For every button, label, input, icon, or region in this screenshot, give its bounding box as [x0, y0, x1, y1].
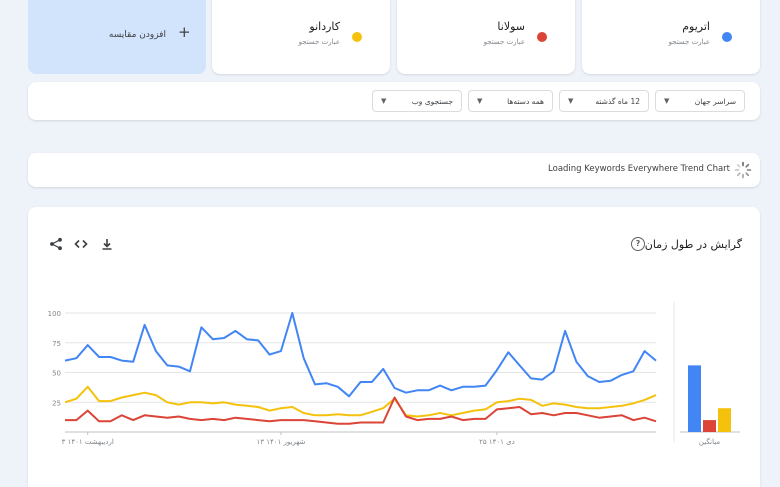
series-color-dot	[722, 32, 732, 42]
term-type: عبارت جستجو	[298, 38, 340, 46]
term-type: عبارت جستجو	[483, 38, 525, 46]
series-line	[64, 385, 657, 418]
caret-down-icon: ▼	[381, 97, 387, 105]
series-line	[65, 396, 657, 425]
average-bar	[718, 408, 731, 432]
category-value: همه دسته‌ها	[507, 96, 544, 106]
y-tick-label: 25	[52, 399, 61, 407]
region-value: سراسر جهان	[694, 96, 736, 106]
plus-icon: +	[178, 23, 191, 41]
term-type: عبارت جستجو	[668, 38, 710, 46]
term-card-cardano[interactable]: کاردانو عبارت جستجو	[212, 0, 390, 74]
spinner-icon	[734, 161, 752, 179]
y-tick-label: 75	[52, 340, 61, 348]
x-tick-label: ۲۵ دی ۱۴۰۱	[479, 438, 515, 446]
average-label: میانگین	[699, 437, 721, 446]
time-range-dropdown[interactable]: 12 ماه گذشته ▼	[559, 90, 649, 112]
download-icon[interactable]	[100, 237, 114, 251]
chart-title: گرایش در طول زمان	[644, 238, 742, 251]
caret-down-icon: ▼	[568, 97, 574, 105]
interest-over-time-card: گرایش در طول زمان ? 25 50 75 100 ۳ اردیبهشت …	[28, 207, 760, 487]
trend-chart: 25 50 75 100 ۳ اردیبهشت ۱۴۰۱ ۱۳ شهریور ۱۴۰۱ ۲۵…	[48, 302, 740, 446]
term-name: کاردانو	[309, 20, 340, 33]
search-type-dropdown[interactable]: جستجوی وب ▼	[372, 90, 462, 112]
category-dropdown[interactable]: همه دسته‌ها ▼	[468, 90, 553, 112]
term-name: اتریوم	[682, 20, 710, 33]
caret-down-icon: ▼	[664, 97, 670, 105]
add-comparison-button[interactable]: + افزودن مقایسه	[28, 0, 206, 74]
caret-down-icon: ▼	[477, 97, 483, 105]
add-comparison-label: افزودن مقایسه	[108, 30, 166, 40]
keywords-everywhere-loading: Loading Keywords Everywhere Trend Chart	[28, 153, 760, 187]
search-type-value: جستجوی وب	[411, 96, 453, 106]
y-tick-label: 100	[48, 310, 61, 318]
loading-text: Loading Keywords Everywhere Trend Chart	[548, 164, 730, 174]
term-card-solana[interactable]: سولانا عبارت جستجو	[397, 0, 575, 74]
filter-bar: سراسر جهان ▼ 12 ماه گذشته ▼ همه دسته‌ها …	[28, 82, 760, 120]
term-card-ethereum[interactable]: اتریوم عبارت جستجو	[582, 0, 760, 74]
term-name: سولانا	[497, 20, 525, 33]
y-tick-label: 50	[52, 370, 61, 378]
region-dropdown[interactable]: سراسر جهان ▼	[655, 90, 745, 112]
x-tick-label: ۱۳ شهریور ۱۴۰۱	[256, 438, 305, 446]
help-icon[interactable]: ?	[631, 237, 645, 251]
series-color-dot	[537, 32, 547, 42]
series-line	[64, 312, 657, 398]
x-tick-label: ۳ اردیبهشت ۱۴۰۱	[62, 438, 114, 446]
series-color-dot	[352, 32, 362, 42]
average-bar	[688, 365, 701, 432]
average-bar	[703, 420, 716, 432]
embed-icon[interactable]	[74, 237, 88, 251]
time-range-value: 12 ماه گذشته	[595, 96, 640, 106]
share-icon[interactable]	[49, 237, 63, 251]
